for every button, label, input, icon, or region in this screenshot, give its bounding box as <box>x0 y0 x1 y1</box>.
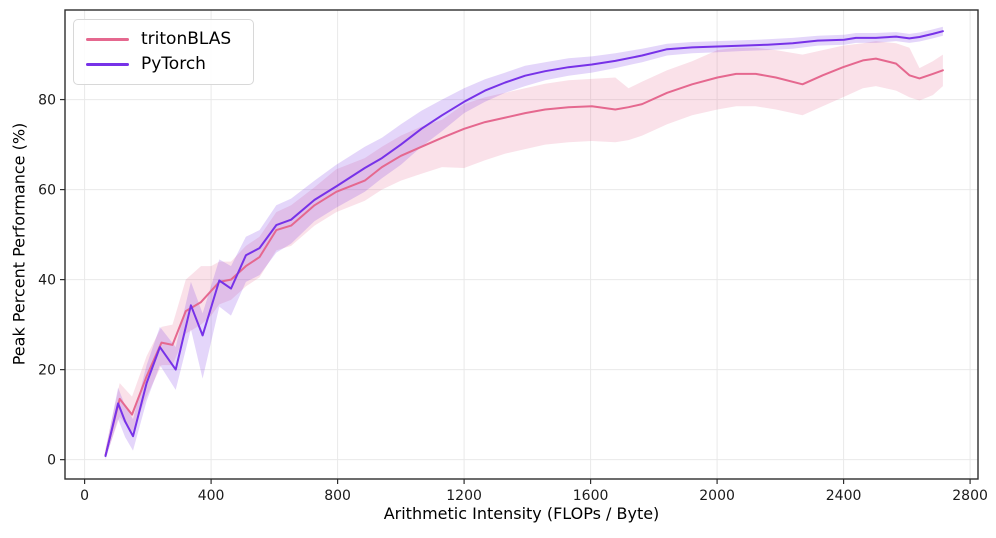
x-tick-label: 0 <box>80 488 89 504</box>
y-tick-label: 60 <box>38 183 56 199</box>
series-line-pytorch <box>104 30 944 457</box>
x-tick-label: 800 <box>324 488 351 504</box>
legend: tritonBLAS PyTorch <box>73 19 254 85</box>
x-axis-label: Arithmetic Intensity (FLOPs / Byte) <box>383 504 660 523</box>
x-tick-label: 2000 <box>699 488 735 504</box>
x-tick-label: 2400 <box>826 488 862 504</box>
axes-frame <box>64 9 979 480</box>
band-pytorch <box>105 26 943 460</box>
legend-label-tritonblas: tritonBLAS <box>141 29 232 49</box>
legend-entry-pytorch: PyTorch <box>86 52 241 77</box>
band-tritonblas <box>105 41 943 459</box>
x-tick-label: 2800 <box>952 488 988 504</box>
y-tick-label: 40 <box>38 273 56 289</box>
legend-entry-tritonblas: tritonBLAS <box>86 27 241 52</box>
legend-label-pytorch: PyTorch <box>141 54 206 74</box>
y-axis-label: Peak Percent Performance (%) <box>9 122 29 366</box>
series-line-tritonblas <box>104 57 944 457</box>
x-tick-label: 1600 <box>573 488 609 504</box>
y-tick-label: 20 <box>38 363 56 379</box>
y-tick-label: 80 <box>38 93 56 109</box>
x-tick-label: 1200 <box>446 488 482 504</box>
x-tick-label: 400 <box>198 488 225 504</box>
y-tick-label: 0 <box>47 453 56 469</box>
legend-swatch-tritonblas <box>86 38 129 41</box>
legend-swatch-pytorch <box>86 63 129 66</box>
plot-area <box>65 10 978 479</box>
